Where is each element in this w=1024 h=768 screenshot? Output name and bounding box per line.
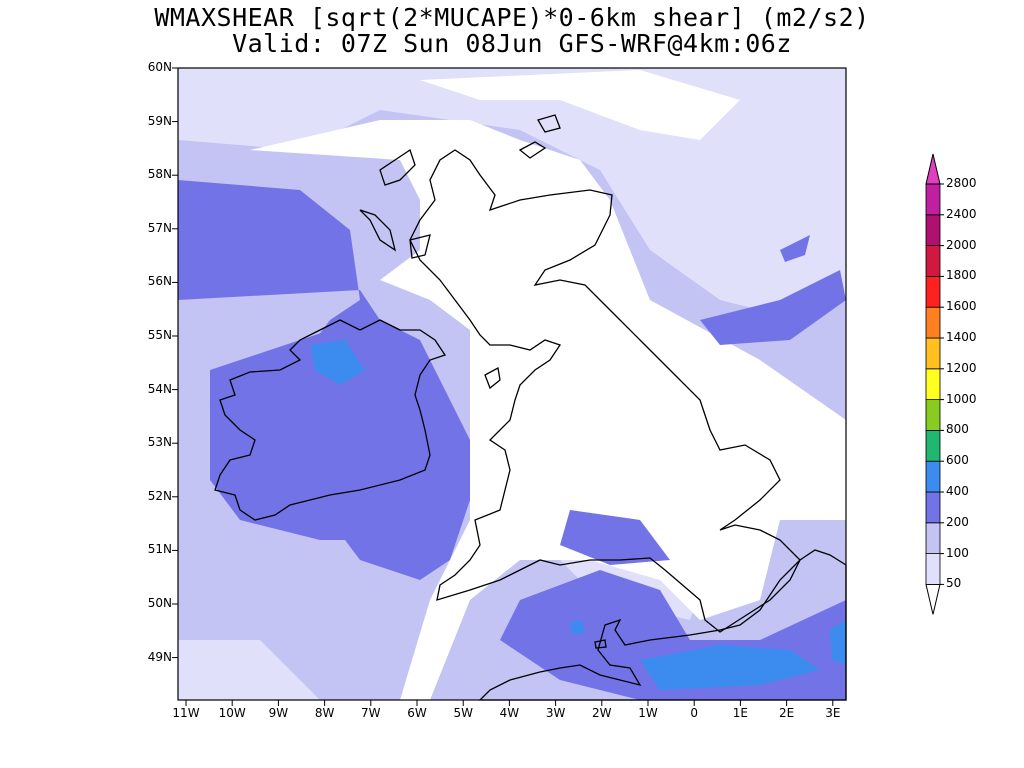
lon-tick-label: 1E — [732, 706, 748, 720]
lat-tick-label: 60N — [147, 60, 172, 74]
lon-tick-label: 8W — [314, 706, 335, 720]
colorbar-swatch — [925, 183, 941, 216]
field-zone-white-north — [420, 70, 740, 140]
map-title: WMAXSHEAR [sqrt(2*MUCAPE)*0-6km shear] (… — [154, 3, 870, 32]
lat-tick-label: 50N — [147, 596, 172, 610]
colorbar-label: 600 — [946, 453, 969, 468]
field-zone-high-donegal — [310, 340, 365, 385]
colorbar-swatch — [925, 214, 941, 247]
colorbar-swatch — [925, 368, 941, 400]
colorbar-swatch — [925, 337, 941, 370]
lon-tick-label: 5W — [453, 706, 473, 720]
lon-tick-marks — [185, 700, 834, 706]
colorbar-swatch — [925, 399, 941, 431]
colorbar-swatch — [925, 275, 941, 308]
colorbar-label: 1400 — [946, 330, 977, 344]
lat-tick-label: 59N — [147, 113, 172, 128]
colorbar-label: 200 — [946, 514, 969, 529]
lat-tick-label: 49N — [147, 649, 172, 664]
colorbar-label: 400 — [946, 484, 969, 498]
lon-tick-label: 4W — [499, 706, 520, 720]
coast-france — [478, 549, 847, 701]
lon-tick-label: 7W — [361, 706, 381, 720]
field-zone-medium-northsea-small — [780, 235, 810, 262]
coast-isle-of-man — [484, 366, 501, 390]
colorbar-swatch — [925, 491, 941, 524]
lat-tick-marks — [172, 67, 178, 659]
lat-tick-label: 58N — [147, 167, 172, 182]
plot-frame — [177, 67, 847, 701]
colorbar-label: 100 — [946, 545, 969, 560]
colorbar-swatch — [925, 306, 941, 339]
coast-hebrides — [359, 148, 431, 259]
colorbar-label: 50 — [946, 576, 962, 591]
colorbar-label: 2400 — [946, 206, 977, 221]
field-zone-high-normandy — [640, 645, 820, 690]
colorbar-label: 1800 — [946, 268, 977, 283]
lat-tick-label: 51N — [147, 542, 172, 557]
lat-tick-label: 57N — [147, 220, 172, 235]
coast-great-britain — [409, 149, 801, 633]
colorbar-low-arrow — [925, 583, 941, 615]
lon-tick-label: 3W — [545, 706, 566, 720]
colorbar-label: 1000 — [946, 391, 977, 406]
coast-jersey — [594, 639, 607, 649]
lat-tick-label: 55N — [147, 328, 172, 342]
colorbar-swatch — [925, 245, 941, 277]
colorbar-swatch — [925, 460, 941, 493]
colorbar-label: 2800 — [946, 176, 977, 190]
field-zone-light-southwest — [178, 640, 320, 700]
coast-orkney — [518, 114, 561, 159]
colorbar-swatch — [925, 553, 941, 585]
field-zone-medium-northsea — [700, 270, 846, 345]
colorbar-label: 1200 — [946, 360, 977, 375]
field-zone-medium-ireland — [210, 330, 460, 540]
colorbar-label: 800 — [946, 422, 969, 437]
field-zone-white-britain — [250, 120, 846, 700]
colorbar-high-arrow — [925, 153, 941, 185]
field-zone-high-east — [830, 620, 846, 665]
lat-tick-label: 56N — [147, 274, 172, 289]
field-zone-high-channel-islands — [570, 620, 584, 634]
lon-tick-label: 10W — [218, 706, 246, 720]
coastlines — [214, 114, 847, 701]
lat-tick-label: 54N — [147, 381, 172, 396]
colorbar-swatch — [925, 429, 941, 462]
lon-tick-label: 3E — [825, 706, 841, 720]
lon-tick-label: 1W — [638, 706, 658, 720]
lon-tick-label: 2E — [778, 706, 795, 720]
lon-tick-label: 0 — [690, 706, 698, 720]
colorbar-label: 1600 — [946, 299, 977, 314]
lat-tick-label: 53N — [147, 435, 172, 450]
lon-tick-label: 2W — [592, 706, 612, 720]
colorbar-label: 2000 — [946, 237, 977, 252]
coast-ireland — [214, 319, 447, 521]
lat-tick-label: 52N — [147, 488, 172, 503]
lon-tick-label: 6W — [407, 706, 427, 720]
lon-tick-label: 11W — [172, 706, 200, 720]
colorbar — [925, 153, 944, 615]
field-zone-medium-southengland — [560, 510, 670, 565]
lon-tick-label: 9W — [268, 706, 289, 720]
colorbar-swatch — [925, 522, 941, 554]
map-subtitle: Valid: 07Z Sun 08Jun GFS-WRF@4km:06z — [232, 29, 792, 58]
